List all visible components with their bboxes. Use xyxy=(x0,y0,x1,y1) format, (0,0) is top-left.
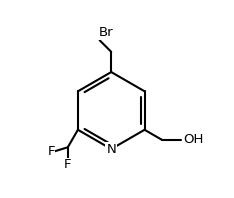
Text: F: F xyxy=(64,158,72,171)
Text: OH: OH xyxy=(183,133,204,146)
Text: Br: Br xyxy=(99,26,113,39)
Text: F: F xyxy=(47,145,55,158)
Text: N: N xyxy=(106,143,116,156)
